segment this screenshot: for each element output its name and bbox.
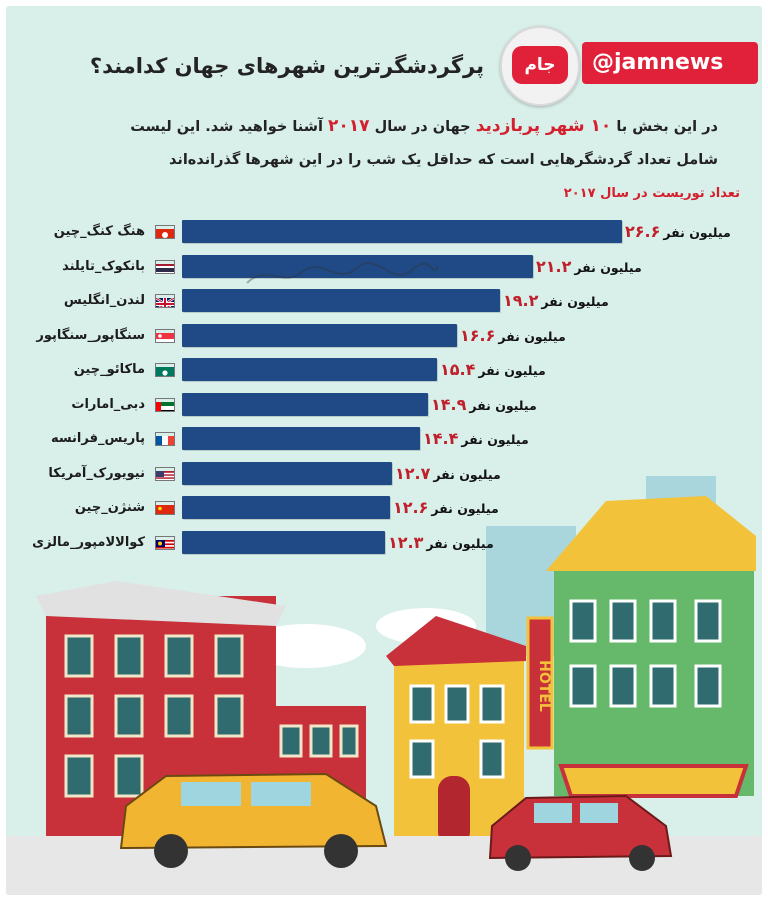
infographic-frame: HOTEL پرگردشگرترین شهرهای جهان کدامند؟ @… — [6, 6, 762, 895]
intro-year: ۲۰۱۷ — [328, 116, 370, 136]
thailand-flag-icon — [155, 259, 175, 274]
bar-chart: میلیون نفر۲۶.۶ هنگ کنگ_چین میلیون نفر۲۱.۲ ب… — [6, 6, 762, 566]
value-unit: میلیون نفر — [498, 328, 566, 344]
usa-flag-icon — [155, 466, 175, 481]
bar-value-label: میلیون نفر۱۲.۷ — [395, 462, 501, 485]
bar — [182, 392, 428, 416]
yellow-building-roof — [386, 616, 526, 666]
value-number: ۱۶.۶ — [460, 325, 496, 345]
category-label: سنگاپور_سنگاپور — [36, 327, 145, 343]
bar-value-label: میلیون نفر۱۴.۴ — [423, 427, 529, 450]
brand-logo-text: جام — [512, 46, 568, 84]
intro-highlight: ۱۰ شهر پربازدید — [475, 116, 612, 136]
watermark-signature — [246, 262, 439, 284]
bar — [182, 461, 392, 485]
bar-value-label: میلیون نفر۱۵.۴ — [440, 358, 546, 381]
value-unit: میلیون نفر — [433, 466, 501, 482]
value-number: ۱۴.۹ — [431, 394, 467, 414]
bar-value-label: میلیون نفر۱۹.۲ — [503, 289, 609, 312]
city-illustration: HOTEL — [6, 476, 762, 895]
red-building-roof — [36, 581, 286, 626]
taxi-car — [119, 772, 388, 868]
value-unit: میلیون نفر — [574, 259, 642, 275]
bar — [182, 254, 533, 278]
intro-text: در این بخش با — [616, 119, 718, 135]
value-unit: میلیون نفر — [478, 363, 546, 378]
hongkong-flag-icon — [155, 225, 175, 239]
intro-text: جهان در سال — [374, 119, 471, 135]
hotel-sign: HOTEL — [536, 660, 552, 712]
category-label: لندن_انگلیس — [63, 293, 145, 308]
bar — [182, 323, 457, 347]
bar-value-label: میلیون نفر۱۲.۶ — [393, 496, 499, 519]
france-flag-icon — [155, 432, 175, 446]
intro-line-1: در این بخش با ۱۰ شهر پربازدید جهان در سا… — [58, 116, 718, 136]
bar — [182, 358, 437, 381]
category-label: دبی_امارات — [71, 396, 145, 412]
value-number: ۲۶.۶ — [625, 222, 661, 241]
value-number: ۱۴.۴ — [423, 429, 459, 448]
value-number: ۱۹.۲ — [503, 291, 539, 310]
bar — [182, 496, 390, 519]
value-unit: میلیون نفر — [469, 397, 537, 413]
bar — [182, 530, 385, 554]
value-number: ۲۱.۲ — [536, 256, 572, 276]
uae-flag-icon — [155, 397, 175, 412]
bar-value-label: میلیون نفر۱۶.۶ — [460, 324, 566, 347]
green-building-roof — [546, 496, 756, 571]
yellow-building-door — [438, 776, 470, 846]
hotel-sign-board — [526, 616, 554, 750]
brand-handle[interactable]: @jamnews — [582, 42, 758, 84]
intro-line-2: شامل تعداد گردشگرهایی است که حداقل یک شب… — [169, 152, 718, 168]
category-label: کوالالامپور_مالزی — [32, 534, 145, 550]
value-unit: میلیون نفر — [431, 501, 499, 516]
value-number: ۱۲.۶ — [393, 498, 429, 517]
macau-flag-icon — [155, 363, 175, 377]
bar — [182, 427, 420, 450]
intro-text: آشنا خواهید شد. این لیست — [130, 119, 323, 135]
green-building-awning — [558, 764, 749, 798]
brand-logo[interactable]: جام — [500, 26, 580, 106]
value-number: ۱۲.۳ — [388, 532, 424, 552]
value-unit: میلیون نفر — [541, 294, 609, 309]
page-title: پرگردشگرترین شهرهای جهان کدامند؟ — [89, 54, 484, 78]
bar-value-label: میلیون نفر۱۲.۳ — [388, 531, 494, 554]
bar — [182, 220, 622, 243]
chart-title: تعداد توریست در سال ۲۰۱۷ — [563, 186, 740, 201]
malaysia-flag-icon — [155, 535, 175, 550]
value-unit: میلیون نفر — [461, 432, 529, 447]
category-label: ماکائو_چین — [73, 362, 145, 377]
category-label: شنژن_چین — [74, 500, 145, 515]
bar-value-label: میلیون نفر۲۶.۶ — [625, 220, 731, 243]
category-label: بانکوک_تایلند — [62, 258, 145, 274]
category-label: هنگ کنگ_چین — [53, 224, 145, 239]
value-number: ۱۲.۷ — [395, 463, 431, 483]
value-unit: میلیون نفر — [426, 535, 494, 551]
bar — [182, 289, 500, 312]
category-label: نیویورک_آمریکا — [48, 465, 145, 481]
red-building-windows — [64, 634, 244, 798]
china-flag-icon — [155, 501, 175, 515]
bar-value-label: میلیون نفر۱۴.۹ — [431, 393, 537, 416]
value-unit: میلیون نفر — [663, 225, 731, 240]
bar-value-label: میلیون نفر۲۱.۲ — [536, 255, 642, 278]
red-car — [488, 794, 673, 871]
uk-flag-icon — [155, 294, 175, 308]
value-number: ۱۵.۴ — [440, 360, 476, 379]
category-label: پاریس_فرانسه — [50, 431, 145, 446]
singapore-flag-icon — [155, 328, 175, 343]
